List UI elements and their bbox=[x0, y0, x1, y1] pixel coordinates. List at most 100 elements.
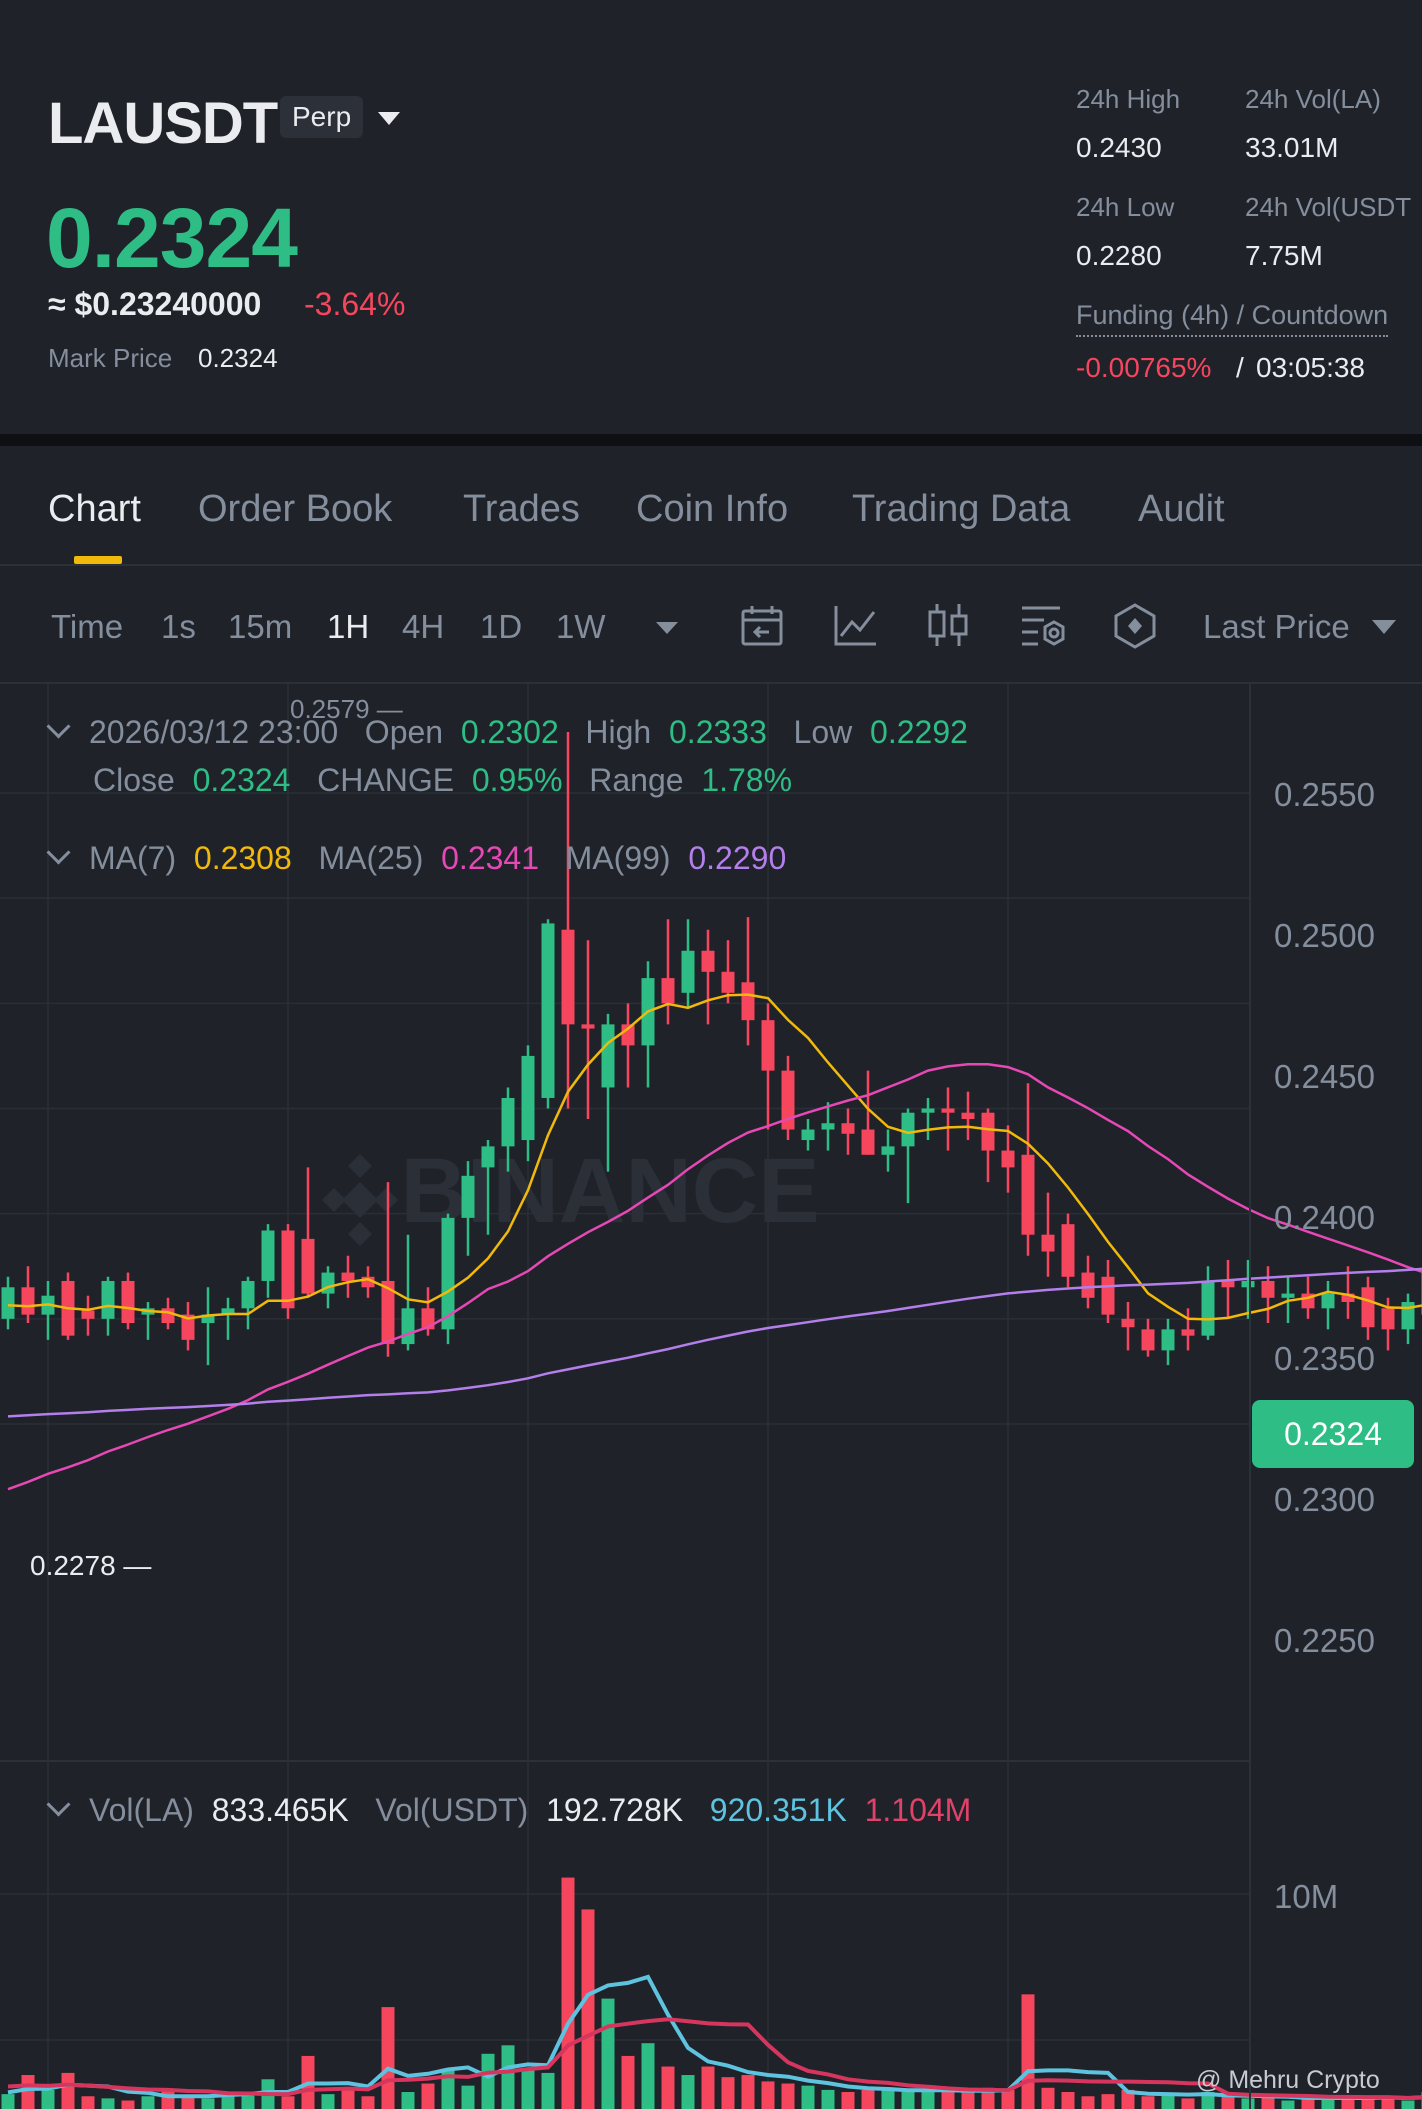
interval-1s[interactable]: 1s bbox=[161, 608, 196, 645]
change-value: 0.95% bbox=[471, 762, 563, 798]
candle bbox=[441, 1217, 455, 1330]
min-price-value: 0.2278 bbox=[30, 1550, 116, 1581]
candle bbox=[1121, 1318, 1135, 1328]
candle bbox=[1061, 1224, 1075, 1277]
candle bbox=[801, 1129, 815, 1141]
max-price-marker: 0.2579 — bbox=[290, 694, 403, 724]
candle bbox=[861, 1129, 875, 1155]
volume-bar bbox=[701, 2066, 715, 2109]
price-axis-label: 0.2350 bbox=[1274, 1340, 1375, 1377]
volume-legend: Vol(LA) 833.465K Vol(USDT) 192.728K 920.… bbox=[46, 1792, 971, 1829]
candle-datetime: 2026/03/12 23:00 bbox=[89, 714, 339, 750]
interval-4h[interactable]: 4H bbox=[402, 608, 445, 645]
volume-bar bbox=[461, 2085, 475, 2109]
close-value: 0.2324 bbox=[192, 762, 291, 798]
candle bbox=[241, 1280, 255, 1309]
volume-bar bbox=[801, 2085, 815, 2109]
binance-logo-icon bbox=[322, 1154, 398, 1246]
section-divider bbox=[0, 434, 1422, 446]
interval-15m[interactable]: 15m bbox=[228, 608, 293, 645]
vol-usdt-24h-label: 24h Vol(USDT bbox=[1245, 192, 1412, 222]
last-price: 0.2324 bbox=[46, 191, 298, 285]
ma7-line bbox=[7, 993, 1422, 1321]
volume-bar bbox=[481, 2053, 495, 2109]
volume-bar bbox=[81, 2096, 95, 2109]
current-price-tag: 0.2324 bbox=[1252, 1400, 1414, 1468]
range-label: Range bbox=[589, 762, 684, 798]
depth-icon[interactable] bbox=[1112, 602, 1158, 650]
symbol-title[interactable]: LAUSDT bbox=[48, 91, 278, 156]
funding-label[interactable]: Funding (4h) / Countdown bbox=[1076, 300, 1389, 337]
candle bbox=[1241, 1280, 1255, 1288]
volume-bar bbox=[361, 2096, 375, 2109]
volume-bar bbox=[621, 2055, 635, 2109]
volume-bar bbox=[341, 2089, 355, 2109]
tab-audit[interactable]: Audit bbox=[1138, 488, 1225, 530]
volume-bar bbox=[121, 2100, 135, 2109]
candle bbox=[1021, 1154, 1035, 1235]
volume-usdt-label: Vol(USDT) bbox=[375, 1792, 529, 1828]
contract-type-badge[interactable]: Perp bbox=[280, 96, 364, 138]
interval-1w[interactable]: 1W bbox=[556, 608, 606, 645]
vol-usdt-24h-value: 7.75M bbox=[1245, 240, 1323, 271]
candle bbox=[181, 1314, 195, 1340]
tab-order-book[interactable]: Order Book bbox=[198, 488, 393, 530]
price-type-select[interactable]: Last Price bbox=[1203, 608, 1350, 645]
ohlc-row-1: 2026/03/12 23:00 Open 0.2302 High 0.2333… bbox=[46, 714, 968, 751]
candle bbox=[701, 950, 715, 972]
candle-style-icon[interactable] bbox=[926, 602, 970, 648]
volume-bar bbox=[581, 1909, 595, 2109]
candle bbox=[1381, 1308, 1395, 1330]
more-intervals-caret-icon[interactable] bbox=[656, 622, 678, 634]
candle bbox=[121, 1280, 135, 1324]
price-chart[interactable]: BINANCE bbox=[0, 684, 1422, 2109]
funding-countdown: 03:05:38 bbox=[1256, 352, 1365, 383]
candle bbox=[1201, 1280, 1215, 1336]
high-label: High bbox=[585, 714, 652, 750]
collapse-chevron-icon[interactable] bbox=[46, 1792, 71, 1817]
max-price-value: 0.2579 bbox=[290, 694, 370, 724]
candle bbox=[261, 1230, 275, 1281]
volume-bar bbox=[501, 2045, 515, 2109]
volume-bar bbox=[821, 2089, 835, 2109]
price-axis-label: 0.2550 bbox=[1274, 776, 1375, 813]
chart-toolbar bbox=[0, 566, 1422, 684]
volume-bar bbox=[861, 2089, 875, 2109]
symbol-dropdown-caret-icon[interactable] bbox=[378, 112, 400, 125]
chart-settings-icon[interactable] bbox=[1018, 602, 1066, 650]
interval-1d[interactable]: 1D bbox=[480, 608, 523, 645]
collapse-chevron-icon[interactable] bbox=[46, 714, 71, 739]
interval-1h[interactable]: 1H bbox=[327, 608, 370, 645]
volume-label: Vol(LA) bbox=[89, 1792, 194, 1828]
volume-bar bbox=[241, 2092, 255, 2109]
candle bbox=[401, 1308, 415, 1345]
candle bbox=[601, 1024, 615, 1088]
volume-bar bbox=[721, 2077, 735, 2109]
volume-bar bbox=[781, 2083, 795, 2109]
volume-bar bbox=[641, 2043, 655, 2109]
volume-bar bbox=[441, 2068, 455, 2109]
volume-bar bbox=[1041, 2087, 1055, 2109]
volume-bar bbox=[521, 2068, 535, 2109]
volume-bar bbox=[141, 2096, 155, 2109]
candle bbox=[741, 982, 755, 1021]
tab-trading-data[interactable]: Trading Data bbox=[852, 488, 1071, 530]
tab-trades[interactable]: Trades bbox=[463, 488, 580, 530]
calendar-icon[interactable] bbox=[738, 602, 786, 650]
candle bbox=[981, 1112, 995, 1151]
tab-chart[interactable]: Chart bbox=[48, 488, 141, 530]
volume-bar bbox=[61, 2072, 75, 2109]
active-tab-indicator bbox=[74, 556, 122, 564]
range-value: 1.78% bbox=[701, 762, 793, 798]
volume-bar bbox=[201, 2098, 215, 2109]
time-label[interactable]: Time bbox=[51, 608, 124, 645]
collapse-chevron-icon[interactable] bbox=[46, 840, 71, 865]
candle bbox=[1001, 1150, 1015, 1168]
indicator-icon[interactable] bbox=[832, 602, 878, 648]
volume-bar bbox=[961, 2092, 975, 2109]
moving-averages bbox=[7, 993, 1422, 1491]
volume-bar bbox=[761, 2081, 775, 2109]
tab-coin-info[interactable]: Coin Info bbox=[636, 488, 789, 530]
price-type-caret-icon[interactable] bbox=[1372, 620, 1396, 634]
volume-ma-lines bbox=[7, 1974, 1422, 2101]
